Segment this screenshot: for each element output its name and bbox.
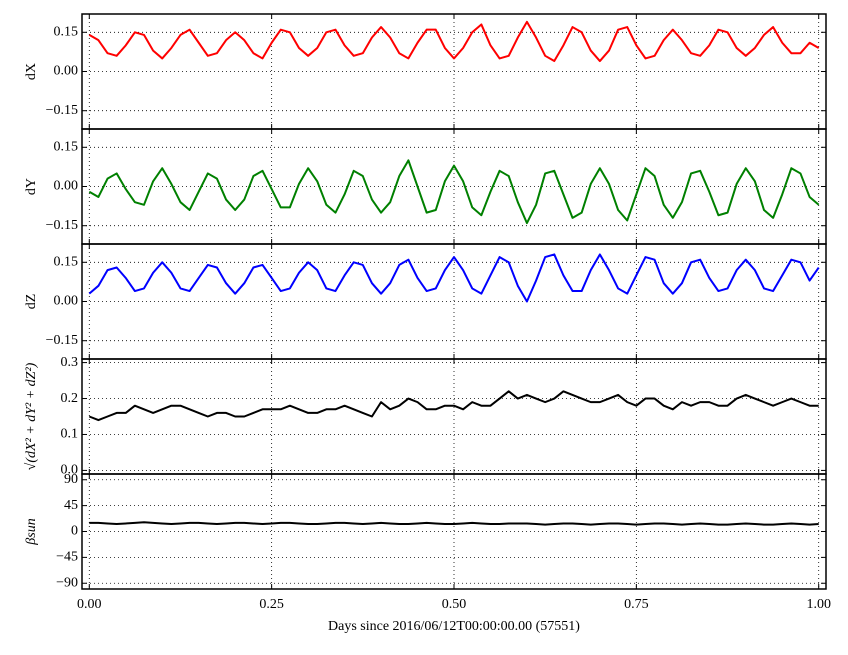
y-tick-label: 0.0 — [61, 463, 79, 478]
y-tick-label: 0.1 — [61, 427, 79, 442]
plot-frame — [81, 358, 827, 475]
data-line — [88, 20, 820, 63]
data-line — [88, 390, 819, 422]
y-axis-label: dY — [24, 178, 39, 195]
data-line — [88, 159, 820, 225]
x-tick-label: 0.75 — [624, 597, 649, 612]
y-tick-label: 0.15 — [54, 255, 79, 270]
y-tick-label: −45 — [56, 550, 78, 565]
y-tick-label: 0.2 — [61, 391, 79, 406]
x-tick-label: 1.00 — [806, 597, 831, 612]
y-axis-label: dX — [24, 63, 39, 80]
y-tick-label: −90 — [56, 575, 78, 590]
y-tick-label: 0.00 — [54, 294, 79, 309]
x-tick-label: 0.50 — [442, 597, 467, 612]
y-tick-label: 0.3 — [61, 355, 79, 370]
y-tick-label: 0.00 — [54, 179, 79, 194]
data-line — [89, 521, 819, 526]
y-tick-label: 0.15 — [54, 25, 79, 40]
y-tick-label: 0 — [71, 524, 78, 539]
y-axis-label: √(dX² + dY² + dZ²) — [24, 362, 39, 470]
y-tick-label: −0.15 — [46, 103, 78, 118]
y-axis-label: βsun — [24, 518, 39, 545]
y-tick-label: 90 — [64, 472, 78, 487]
data-line — [88, 253, 820, 303]
x-axis-label: Days since 2016/06/12T00:00:00.00 (57551… — [328, 619, 580, 634]
x-tick-label: 0.25 — [259, 597, 284, 612]
y-tick-label: −0.15 — [46, 218, 78, 233]
y-tick-label: 0.15 — [54, 140, 79, 155]
y-tick-label: −0.15 — [46, 333, 78, 348]
y-tick-label: 0.00 — [54, 64, 79, 79]
x-tick-label: 0.00 — [77, 597, 102, 612]
y-axis-label: dZ — [24, 294, 39, 310]
y-tick-label: 45 — [64, 498, 78, 513]
plot-frame — [81, 473, 827, 590]
